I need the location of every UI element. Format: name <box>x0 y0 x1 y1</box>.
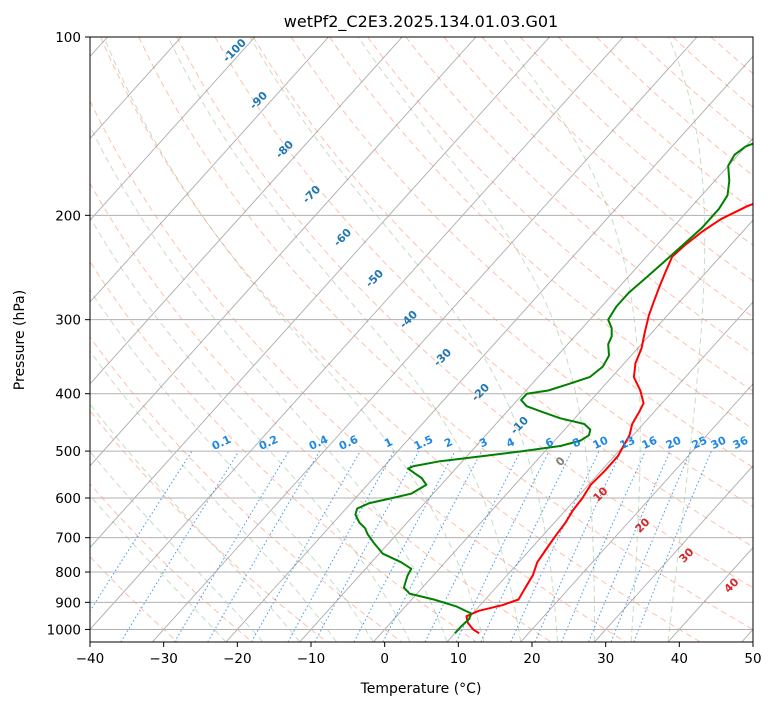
y-tick-label: 500 <box>55 444 81 460</box>
isotherm-line <box>594 465 753 642</box>
x-tick-label: 50 <box>744 651 761 667</box>
dewpoint-profile-line <box>354 142 753 634</box>
moist-adiabat-line <box>167 37 522 642</box>
mixing-ratio-line <box>534 450 622 642</box>
chart-title: wetPf2_C2E3.2025.134.01.03.G01 <box>284 12 558 32</box>
isotherm-line <box>152 37 698 642</box>
y-tick-label: 200 <box>55 208 81 224</box>
dry-adiabat-line <box>100 37 701 642</box>
dry-adiabat-line <box>367 37 753 392</box>
x-tick-label: −30 <box>149 651 178 667</box>
y-tick-label: 400 <box>55 387 81 403</box>
y-tick-label: 600 <box>55 491 81 507</box>
mixing-ratio-line <box>610 450 692 642</box>
mixing-ratio-line <box>314 450 420 642</box>
plot-frame <box>89 36 754 643</box>
x-tick-label: 20 <box>523 651 540 667</box>
moist-adiabat-line <box>501 37 641 642</box>
moist-adiabat-line <box>667 37 706 642</box>
mixing-ratio-line <box>287 450 395 642</box>
dry-adiabat-line <box>329 37 753 430</box>
x-axis-label: Temperature (°C) <box>360 681 482 697</box>
y-tick-label: 100 <box>55 30 81 46</box>
series-group <box>354 142 753 635</box>
moist-adiabat-line <box>90 350 337 642</box>
x-tick-label: 40 <box>671 651 688 667</box>
y-tick-label: 1000 <box>47 622 81 638</box>
dry-adiabat-line <box>90 555 178 642</box>
mixing-ratio-label: 16 <box>640 434 660 452</box>
isotherm-line <box>90 37 477 467</box>
x-tick-label: 30 <box>597 651 614 667</box>
y-tick-label: 700 <box>55 531 81 547</box>
mixing-ratio-line <box>90 450 193 613</box>
isotherm-line <box>90 37 329 303</box>
dry-adiabat-line <box>90 99 626 642</box>
mixing-ratio-label: 36 <box>731 434 751 452</box>
x-tick-label: 10 <box>450 651 467 667</box>
mixing-ratio-line <box>353 450 456 642</box>
isotherm-line <box>520 383 753 642</box>
mixing-ratio-label: 10 <box>591 434 611 452</box>
dry-adiabat-line <box>252 37 753 508</box>
isotherm-line <box>446 301 753 642</box>
isotherm-line <box>90 37 550 549</box>
mixing-ratio-line <box>561 450 646 642</box>
background-lines <box>90 37 753 642</box>
plot-area <box>90 37 753 642</box>
y-axis-label: Pressure (hPa) <box>12 290 28 390</box>
dry-adiabat-line <box>176 37 753 589</box>
isotherm-line <box>90 37 256 221</box>
moist-adiabat-line <box>249 37 558 642</box>
moist-adiabat-line <box>103 37 485 642</box>
x-tick-label: 0 <box>380 651 389 667</box>
temperature-profile-line <box>465 202 753 635</box>
x-tick-label: −10 <box>297 651 326 667</box>
mixing-ratio-line <box>424 450 521 642</box>
isotherm-line <box>90 37 403 385</box>
isotherm-line <box>299 137 753 642</box>
moist-adiabat-line <box>90 125 448 642</box>
dry-adiabat-line <box>290 37 753 469</box>
dry-adiabat-line <box>138 37 753 630</box>
dry-adiabat-line <box>90 182 552 642</box>
mixing-ratio-line <box>633 450 712 642</box>
mixing-ratio-line <box>120 450 240 642</box>
isotherm-line <box>225 55 753 642</box>
x-tick-label: −20 <box>223 651 252 667</box>
y-tick-label: 800 <box>55 565 81 581</box>
mixing-ratio-line <box>588 450 671 642</box>
x-tick-label: −40 <box>76 651 105 667</box>
moist-adiabat-line <box>90 450 264 642</box>
mixing-ratio-label: 30 <box>709 434 729 452</box>
mixing-ratio-label: 13 <box>618 434 637 452</box>
y-ticks: 100 200 300 400 500 600 700 800 900 1000 <box>47 30 90 638</box>
dry-adiabat-line <box>90 260 477 642</box>
moist-adiabat-line <box>90 289 374 642</box>
mixing-ratio-label: 25 <box>690 434 709 452</box>
isotherm-line <box>90 37 624 631</box>
y-tick-label: 300 <box>55 313 81 329</box>
isotherm-line <box>373 219 753 642</box>
x-ticks: −40 −30 −20 −10 0 10 20 30 40 50 <box>76 642 762 667</box>
mixing-ratio-label: 20 <box>664 434 684 452</box>
y-tick-label: 900 <box>55 595 81 611</box>
